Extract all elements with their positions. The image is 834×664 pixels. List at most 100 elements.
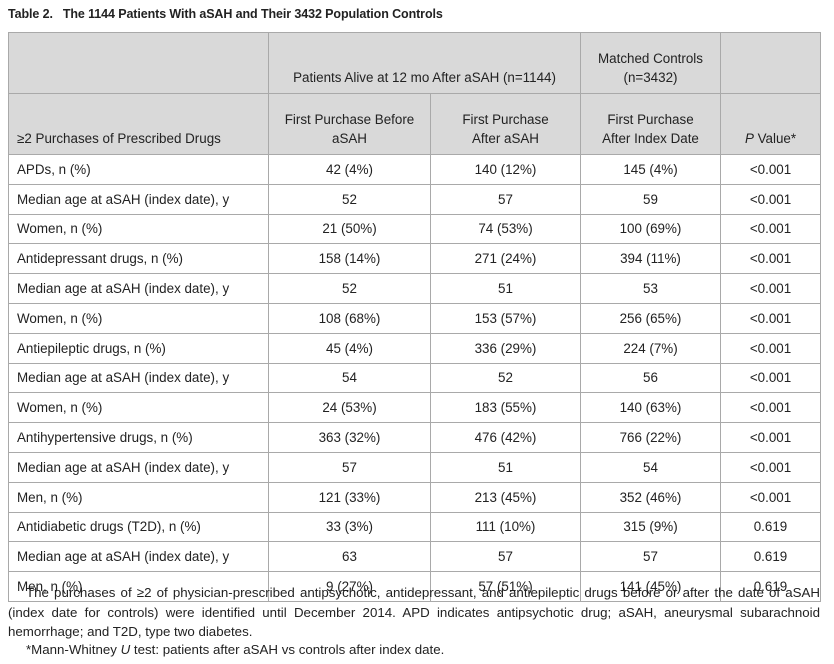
after-asah-value: 111 (10%) [430, 511, 581, 543]
p-value: <0.001 [720, 332, 821, 364]
table-row: Men, n (%) 121 (33%) 213 (45%) 352 (46%) <0.… [8, 481, 821, 513]
controls-value: 766 (22%) [580, 422, 721, 453]
header-col-after-line1: First Purchase [462, 112, 549, 127]
header-controls-group: Matched Controls (n=3432) [580, 32, 721, 94]
header-col-after: First Purchase After aSAH [430, 93, 581, 155]
results-table: Patients Alive at 12 mo After aSAH (n=11… [8, 32, 821, 602]
row-label: Men, n (%) [8, 481, 269, 513]
header-col-drugs: ≥2 Purchases of Prescribed Drugs [8, 93, 269, 155]
controls-value: 394 (11%) [580, 243, 721, 275]
before-asah-value: 33 (3%) [268, 511, 431, 543]
header-row-group: Patients Alive at 12 mo After aSAH (n=11… [8, 32, 821, 94]
header-empty-cell-right [720, 32, 821, 94]
p-value: 0.619 [720, 511, 821, 543]
p-value: <0.001 [720, 302, 821, 334]
header-p-italic: P [744, 131, 754, 146]
before-asah-value: 52 [268, 183, 431, 215]
header-col-index-line1: First Purchase [607, 112, 694, 127]
before-asah-value: 52 [268, 273, 431, 304]
table-row: Antihypertensive drugs, n (%) 363 (32%) 47… [8, 422, 821, 453]
after-asah-value: 336 (29%) [430, 332, 581, 364]
table-title-text: The 1144 Patients With aSAH and Their 34… [62, 7, 443, 21]
controls-value: 141 (45%) [580, 571, 721, 602]
controls-value: 145 (4%) [580, 154, 721, 185]
header-controls-line2: (n=3432) [623, 70, 678, 85]
after-asah-value: 153 (57%) [430, 302, 581, 334]
before-asah-value: 45 (4%) [268, 332, 431, 364]
row-label: Median age at aSAH (index date), y [8, 451, 269, 483]
header-col-before-line2: aSAH [332, 131, 367, 146]
table-title: Table 2. The 1144 Patients With aSAH and … [8, 7, 443, 21]
table-row: Antiepileptic drugs, n (%) 45 (4%) 336 (29… [8, 332, 821, 364]
p-value: <0.001 [720, 183, 821, 215]
header-col-index-line2: After Index Date [602, 131, 699, 146]
row-label: Median age at aSAH (index date), y [8, 362, 269, 394]
controls-value: 57 [580, 541, 721, 573]
before-asah-value: 24 (53%) [268, 392, 431, 424]
controls-value: 59 [580, 183, 721, 215]
row-label: Median age at aSAH (index date), y [8, 541, 269, 573]
footnote-test-post: test: patients after aSAH vs controls af… [130, 642, 445, 657]
header-col-before: First Purchase Before aSAH [268, 93, 431, 155]
row-label: Women, n (%) [8, 392, 269, 424]
table-row: Median age at aSAH (index date), y 54 52 56… [8, 362, 821, 394]
after-asah-value: 271 (24%) [430, 243, 581, 275]
row-label: Men, n (%) [8, 571, 269, 602]
row-label: Median age at aSAH (index date), y [8, 273, 269, 304]
before-asah-value: 158 (14%) [268, 243, 431, 275]
row-label: Median age at aSAH (index date), y [8, 183, 269, 215]
after-asah-value: 51 [430, 273, 581, 304]
after-asah-value: 140 (12%) [430, 154, 581, 185]
header-p-rest: Value* [753, 131, 797, 146]
header-controls-line1: Matched Controls [598, 51, 703, 66]
p-value: <0.001 [720, 273, 821, 304]
header-row-columns: ≥2 Purchases of Prescribed Drugs First P… [8, 93, 821, 155]
table-row: Women, n (%) 21 (50%) 74 (53%) 100 (69%) <0.… [8, 213, 821, 245]
footnote-test-italic: U [120, 642, 131, 657]
after-asah-value: 57 [430, 541, 581, 573]
table-row: Antidepressant drugs, n (%) 158 (14%) 271 … [8, 243, 821, 275]
p-value: <0.001 [720, 451, 821, 483]
before-asah-value: 363 (32%) [268, 422, 431, 453]
controls-value: 54 [580, 451, 721, 483]
before-asah-value: 57 [268, 451, 431, 483]
p-value: <0.001 [720, 154, 821, 185]
header-col-index: First Purchase After Index Date [580, 93, 721, 155]
table-row: Antidiabetic drugs (T2D), n (%) 33 (3%) 11… [8, 511, 821, 543]
table-row: Men, n (%) 9 (27%) 57 (51%) 141 (45%) 0.619 [8, 571, 821, 602]
table-row: Women, n (%) 24 (53%) 183 (55%) 140 (63%) <0… [8, 392, 821, 424]
after-asah-value: 213 (45%) [430, 481, 581, 513]
header-col-before-line1: First Purchase Before [284, 112, 415, 127]
p-value: <0.001 [720, 481, 821, 513]
before-asah-value: 21 (50%) [268, 213, 431, 245]
p-value: <0.001 [720, 392, 821, 424]
controls-value: 352 (46%) [580, 481, 721, 513]
p-value: <0.001 [720, 422, 821, 453]
table-row: Median age at aSAH (index date), y 57 51 54… [8, 451, 821, 483]
row-label: Women, n (%) [8, 302, 269, 334]
before-asah-value: 108 (68%) [268, 302, 431, 334]
table-row: Median age at aSAH (index date), y 52 51 53… [8, 273, 821, 304]
table-label: Table 2. [8, 7, 53, 21]
before-asah-value: 121 (33%) [268, 481, 431, 513]
header-empty-cell [8, 32, 269, 94]
before-asah-value: 63 [268, 541, 431, 573]
row-label: Antidiabetic drugs (T2D), n (%) [8, 511, 269, 543]
row-label: Women, n (%) [8, 213, 269, 245]
table-row: Median age at aSAH (index date), y 52 57 59… [8, 183, 821, 215]
p-value: <0.001 [720, 362, 821, 394]
controls-value: 224 (7%) [580, 332, 721, 364]
table-row: APDs, n (%) 42 (4%) 140 (12%) 145 (4%) <0.00… [8, 154, 821, 185]
table-row: Women, n (%) 108 (68%) 153 (57%) 256 (65%) <… [8, 302, 821, 334]
table-footnote-test: *Mann-Whitney U test: patients after aSA… [26, 642, 444, 657]
before-asah-value: 54 [268, 362, 431, 394]
before-asah-value: 9 (27%) [268, 571, 431, 602]
controls-value: 315 (9%) [580, 511, 721, 543]
p-value: 0.619 [720, 571, 821, 602]
after-asah-value: 183 (55%) [430, 392, 581, 424]
row-label: Antiepileptic drugs, n (%) [8, 332, 269, 364]
after-asah-value: 74 (53%) [430, 213, 581, 245]
p-value: <0.001 [720, 213, 821, 245]
controls-value: 256 (65%) [580, 302, 721, 334]
